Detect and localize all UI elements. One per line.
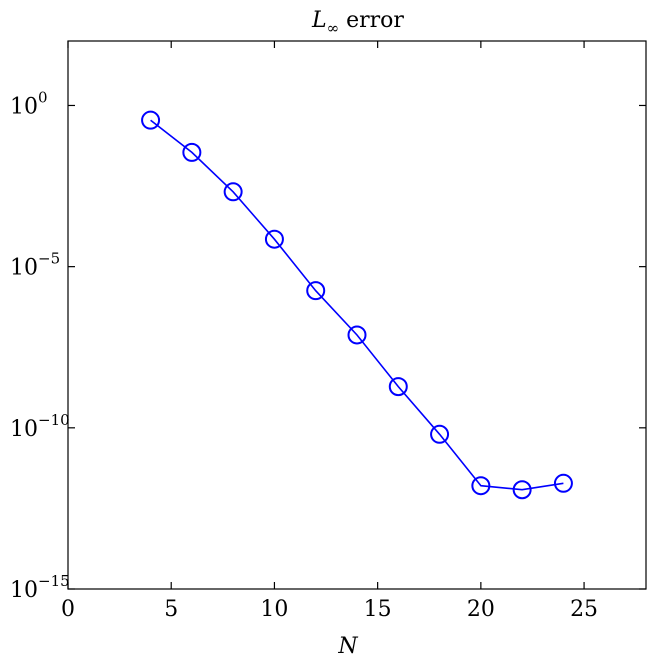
x-axis: 0 5 10 15 20 25	[61, 41, 598, 622]
data-point-6	[388, 377, 408, 397]
data-point-8	[471, 476, 491, 496]
title-subscript: ∞	[327, 19, 340, 37]
y-tick-label-3: 10−15	[10, 572, 70, 603]
data-point-5	[347, 325, 367, 345]
plot-frame	[67, 40, 647, 590]
series-layer	[141, 110, 573, 500]
y-tick-label-1: 10−5	[10, 250, 60, 281]
x-tick-label-5: 25	[570, 597, 598, 622]
x-tick-label-2: 10	[260, 597, 288, 622]
x-axis-label: N	[337, 634, 358, 657]
data-point-2	[223, 182, 243, 202]
series-line-0	[150, 119, 564, 491]
data-point-10	[553, 473, 573, 493]
chart-title: L∞ error	[311, 8, 404, 37]
data-point-1	[182, 142, 202, 162]
data-point-3	[264, 229, 284, 249]
title-rest: error	[339, 8, 404, 33]
x-tick-label-3: 15	[364, 597, 392, 622]
x-tick-label-4: 20	[467, 597, 495, 622]
data-point-7	[430, 424, 450, 444]
x-tick-label-0: 0	[61, 597, 75, 622]
y-tick-label-2: 10−10	[10, 411, 70, 442]
y-tick-label-0: 100	[10, 88, 48, 119]
title-main: L	[311, 8, 327, 33]
data-point-4	[306, 281, 326, 301]
data-point-0	[141, 110, 161, 130]
x-tick-label-1: 5	[164, 597, 178, 622]
y-axis: 100 10−5 10−10 10−15	[10, 88, 646, 603]
data-point-9	[512, 480, 532, 500]
